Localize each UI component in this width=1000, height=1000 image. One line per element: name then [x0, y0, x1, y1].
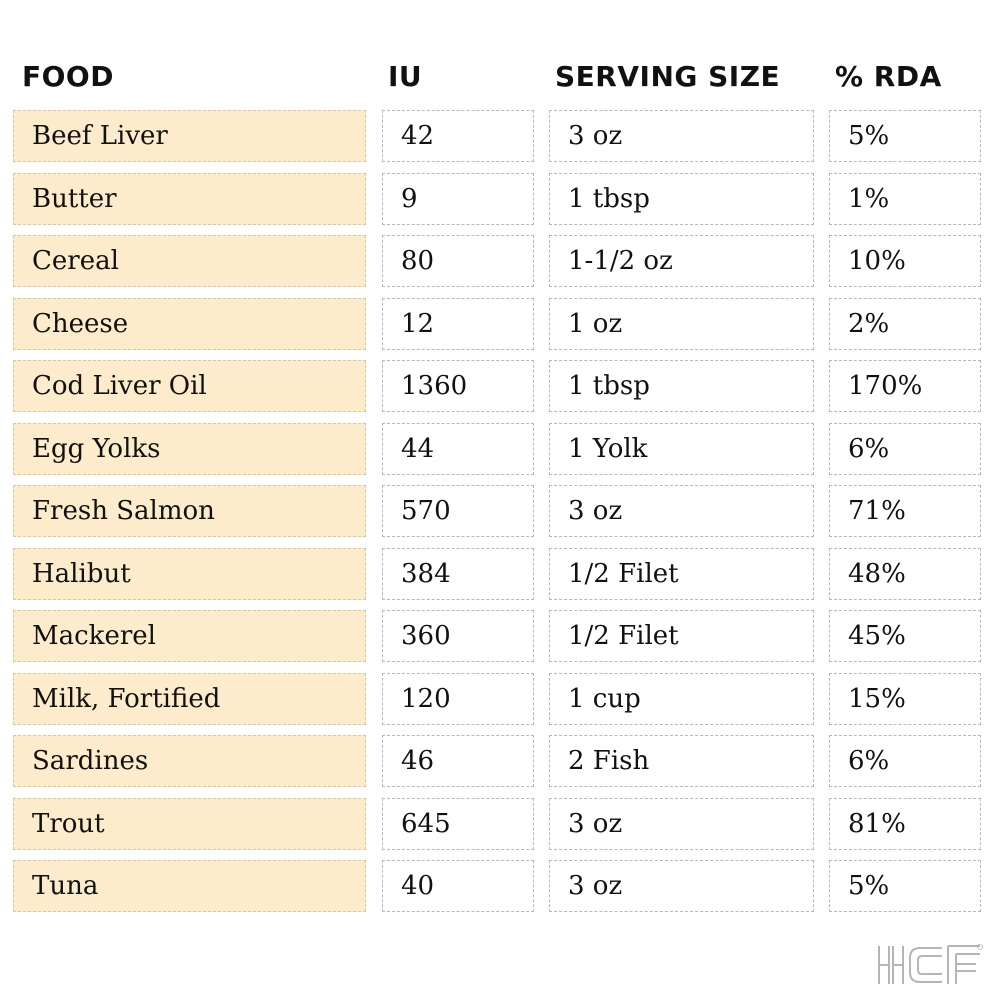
- hcf-logo: [878, 944, 983, 984]
- rda-cell: 6%: [829, 735, 981, 787]
- rda-cell: 6%: [829, 423, 981, 475]
- iu-cell: 40: [382, 860, 534, 912]
- serving-size-cell: 1 tbsp: [549, 173, 814, 225]
- food-cell: Trout: [13, 798, 366, 850]
- column-header-serving-size: SERVING SIZE: [555, 60, 781, 93]
- iu-cell: 360: [382, 610, 534, 662]
- serving-size-cell: 3 oz: [549, 860, 814, 912]
- table-row: Fresh Salmon 570 3 oz 71%: [0, 485, 1000, 539]
- table-row: Sardines 46 2 Fish 6%: [0, 735, 1000, 789]
- food-cell: Milk, Fortified: [13, 673, 366, 725]
- serving-size-cell: 3 oz: [549, 110, 814, 162]
- table-row: Egg Yolks 44 1 Yolk 6%: [0, 423, 1000, 477]
- table-row: Cereal 80 1-1/2 oz 10%: [0, 235, 1000, 289]
- iu-cell: 44: [382, 423, 534, 475]
- iu-cell: 120: [382, 673, 534, 725]
- serving-size-cell: 1 Yolk: [549, 423, 814, 475]
- table-row: Beef Liver 42 3 oz 5%: [0, 110, 1000, 164]
- food-cell: Beef Liver: [13, 110, 366, 162]
- rda-cell: 71%: [829, 485, 981, 537]
- table-row: Cod Liver Oil 1360 1 tbsp 170%: [0, 360, 1000, 414]
- table-row: Milk, Fortified 120 1 cup 15%: [0, 673, 1000, 727]
- serving-size-cell: 1 tbsp: [549, 360, 814, 412]
- table-row: Cheese 12 1 oz 2%: [0, 298, 1000, 352]
- rda-cell: 2%: [829, 298, 981, 350]
- table-row: Halibut 384 1/2 Filet 48%: [0, 548, 1000, 602]
- rda-cell: 15%: [829, 673, 981, 725]
- rda-cell: 1%: [829, 173, 981, 225]
- iu-cell: 12: [382, 298, 534, 350]
- food-cell: Sardines: [13, 735, 366, 787]
- rda-cell: 10%: [829, 235, 981, 287]
- rda-cell: 170%: [829, 360, 981, 412]
- iu-cell: 80: [382, 235, 534, 287]
- iu-cell: 42: [382, 110, 534, 162]
- food-cell: Butter: [13, 173, 366, 225]
- iu-cell: 645: [382, 798, 534, 850]
- column-header-food: FOOD: [22, 60, 114, 93]
- serving-size-cell: 1 cup: [549, 673, 814, 725]
- serving-size-cell: 1/2 Filet: [549, 610, 814, 662]
- iu-cell: 46: [382, 735, 534, 787]
- rda-cell: 5%: [829, 860, 981, 912]
- table-header: FOOD IU SERVING SIZE % RDA: [0, 60, 1000, 100]
- rda-cell: 5%: [829, 110, 981, 162]
- iu-cell: 570: [382, 485, 534, 537]
- column-header-rda: % RDA: [835, 60, 942, 93]
- food-cell: Fresh Salmon: [13, 485, 366, 537]
- food-cell: Tuna: [13, 860, 366, 912]
- food-cell: Cod Liver Oil: [13, 360, 366, 412]
- food-cell: Cereal: [13, 235, 366, 287]
- food-cell: Egg Yolks: [13, 423, 366, 475]
- serving-size-cell: 3 oz: [549, 798, 814, 850]
- serving-size-cell: 1-1/2 oz: [549, 235, 814, 287]
- table-row: Trout 645 3 oz 81%: [0, 798, 1000, 852]
- rda-cell: 81%: [829, 798, 981, 850]
- serving-size-cell: 2 Fish: [549, 735, 814, 787]
- serving-size-cell: 1 oz: [549, 298, 814, 350]
- iu-cell: 9: [382, 173, 534, 225]
- table-row: Mackerel 360 1/2 Filet 45%: [0, 610, 1000, 664]
- rda-cell: 45%: [829, 610, 981, 662]
- serving-size-cell: 1/2 Filet: [549, 548, 814, 600]
- serving-size-cell: 3 oz: [549, 485, 814, 537]
- column-header-iu: IU: [388, 60, 423, 93]
- table-row: Tuna 40 3 oz 5%: [0, 860, 1000, 914]
- food-cell: Halibut: [13, 548, 366, 600]
- food-cell: Mackerel: [13, 610, 366, 662]
- food-cell: Cheese: [13, 298, 366, 350]
- table-row: Butter 9 1 tbsp 1%: [0, 173, 1000, 227]
- iu-cell: 1360: [382, 360, 534, 412]
- iu-cell: 384: [382, 548, 534, 600]
- rda-cell: 48%: [829, 548, 981, 600]
